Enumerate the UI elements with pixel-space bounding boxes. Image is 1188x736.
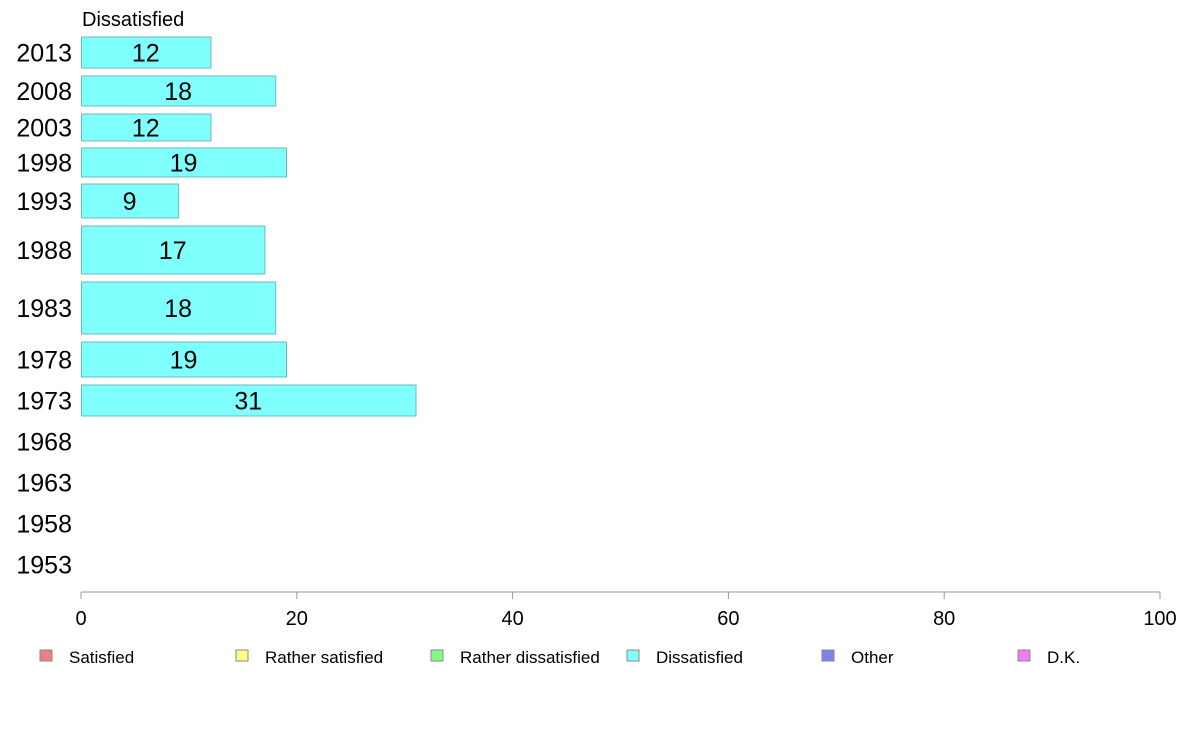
x-tick-label-0: 0 xyxy=(75,608,86,630)
bar-1983 xyxy=(81,281,277,335)
bar-1978 xyxy=(81,341,288,378)
y-label-1983: 1983 xyxy=(16,295,72,323)
x-tick-label-80: 80 xyxy=(933,608,955,630)
bar-2013 xyxy=(81,36,212,69)
y-label-1988: 1988 xyxy=(16,237,72,265)
y-label-1993: 1993 xyxy=(16,188,72,216)
x-tick-label-60: 60 xyxy=(717,608,739,630)
bar-1973 xyxy=(81,384,417,417)
legend-label-d-k: D.K. xyxy=(1047,648,1080,667)
legend-label-rather-dissatisfied: Rather dissatisfied xyxy=(460,648,600,667)
legend-swatch-other xyxy=(821,649,835,662)
bar-1998 xyxy=(81,147,288,178)
y-label-1968: 1968 xyxy=(16,429,72,457)
bar-1993 xyxy=(81,183,180,219)
data-label-1978: 19 xyxy=(170,347,198,375)
data-label-1993: 9 xyxy=(123,188,137,216)
x-tick-label-100: 100 xyxy=(1143,608,1176,630)
x-axis: 0 20 40 60 80 100 xyxy=(75,591,1177,630)
legend: Satisfied Rather satisfied Rather dissatis… xyxy=(39,648,1080,667)
x-tick-label-20: 20 xyxy=(286,608,308,630)
legend-swatch-rather-satisfied xyxy=(235,649,249,662)
x-tick-label-40: 40 xyxy=(501,608,523,630)
y-label-1963: 1963 xyxy=(16,470,72,498)
bar-1988 xyxy=(81,225,266,275)
bar-2008 xyxy=(81,75,277,107)
y-label-2013: 2013 xyxy=(16,40,72,68)
data-label-1973: 31 xyxy=(234,388,262,416)
y-label-1973: 1973 xyxy=(16,388,72,416)
legend-label-rather-satisfied: Rather satisfied xyxy=(265,648,383,667)
legend-swatch-rather-dissatisfied xyxy=(430,649,444,662)
legend-label-satisfied: Satisfied xyxy=(69,648,134,667)
y-label-2003: 2003 xyxy=(16,115,72,143)
legend-label-other: Other xyxy=(851,648,894,667)
bar-2003 xyxy=(81,113,212,142)
y-axis-labels: 2013 2008 2003 1998 1993 1988 1983 1978 1973 1968… xyxy=(16,40,72,580)
legend-swatch-satisfied xyxy=(39,649,53,662)
data-label-1983: 18 xyxy=(164,295,192,323)
data-label-2013: 12 xyxy=(132,40,160,68)
y-label-1998: 1998 xyxy=(16,150,72,178)
legend-swatch-dissatisfied xyxy=(626,649,640,662)
legend-swatch-d-k xyxy=(1017,649,1031,662)
data-label-1998: 19 xyxy=(170,150,198,178)
chart-title: Dissatisfied xyxy=(82,9,184,31)
data-label-1988: 17 xyxy=(159,237,187,265)
y-label-1958: 1958 xyxy=(16,511,72,539)
y-label-1953: 1953 xyxy=(16,552,72,580)
y-label-2008: 2008 xyxy=(16,78,72,106)
legend-label-dissatisfied: Dissatisfied xyxy=(656,648,743,667)
data-label-2008: 18 xyxy=(164,78,192,106)
data-label-2003: 12 xyxy=(132,115,160,143)
y-label-1978: 1978 xyxy=(16,347,72,375)
